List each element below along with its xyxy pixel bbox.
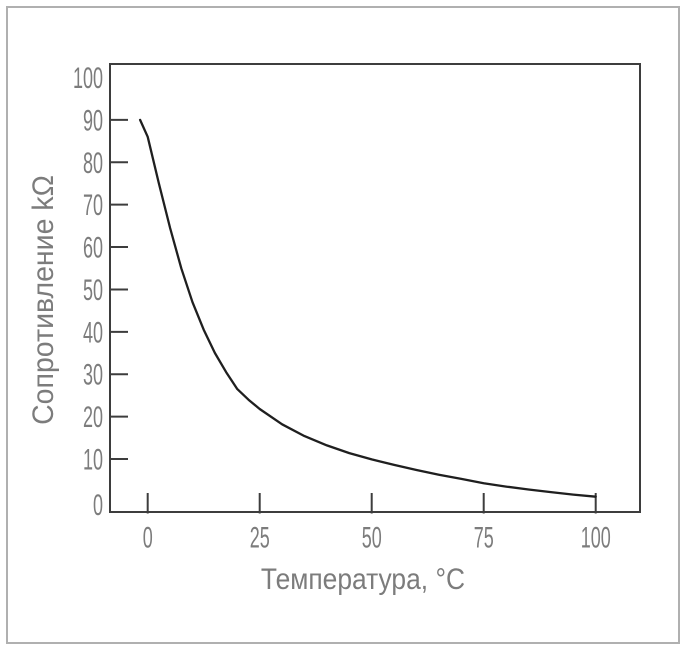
y-tick-label-70: 70 xyxy=(83,190,103,223)
plot-box xyxy=(109,63,641,513)
x-tick-label-75: 75 xyxy=(474,522,494,555)
x-axis-tick-labels: 0 25 50 75 100 xyxy=(143,522,611,555)
y-tick-label-90: 90 xyxy=(83,105,103,138)
y-axis-title: Сопротивление kΩ xyxy=(27,175,60,425)
x-tick-label-50: 50 xyxy=(362,522,382,555)
x-axis-title: Температура, °C xyxy=(261,561,465,595)
x-axis-ticks xyxy=(146,493,597,514)
y-tick-label-50: 50 xyxy=(83,274,103,307)
y-tick-label-80: 80 xyxy=(83,147,103,180)
y-tick-label-60: 60 xyxy=(83,232,103,265)
y-tick-label-30: 30 xyxy=(83,359,103,392)
y-tick-label-20: 20 xyxy=(83,402,103,435)
y-tick-label-100: 100 xyxy=(73,63,103,96)
y-tick-label-10: 10 xyxy=(83,444,103,477)
y-axis-ticks xyxy=(110,118,128,461)
resistance-curve xyxy=(138,118,597,498)
x-tick-label-0: 0 xyxy=(143,522,153,555)
x-tick-label-100: 100 xyxy=(581,522,611,555)
figure-frame-border xyxy=(6,6,680,644)
x-tick-label-25: 25 xyxy=(250,522,270,555)
y-tick-label-0: 0 xyxy=(93,489,103,522)
y-axis-tick-labels: 0 10 20 30 40 50 60 70 80 90 100 xyxy=(73,63,103,523)
y-tick-label-40: 40 xyxy=(83,317,103,350)
